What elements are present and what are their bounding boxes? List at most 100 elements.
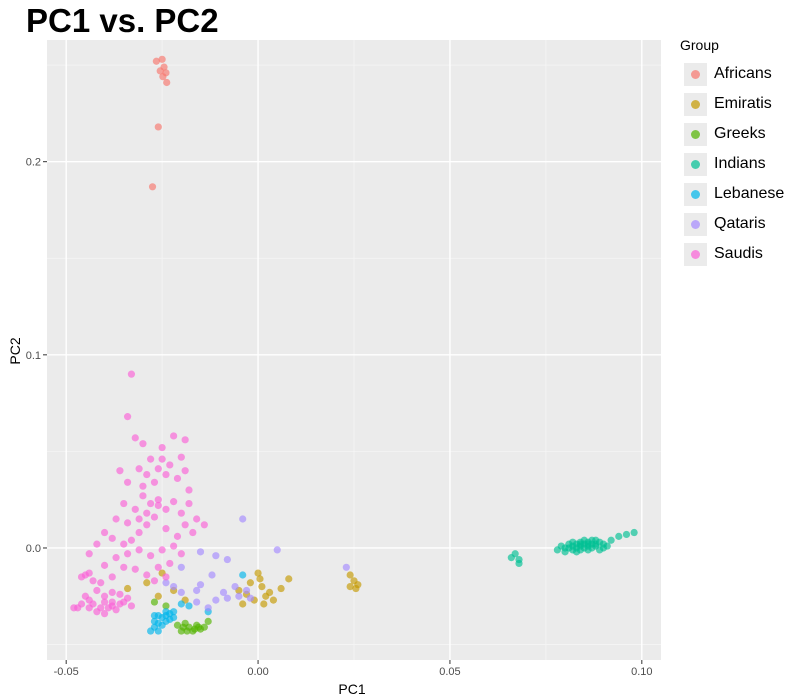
legend-item-indians[interactable]: Indians [680, 149, 784, 179]
point-emiratis [277, 584, 285, 593]
point-saudis [154, 496, 162, 504]
point-saudis [120, 598, 128, 606]
point-saudis [97, 604, 105, 612]
point-saudis [177, 550, 185, 558]
point-lebanese [185, 602, 193, 610]
legend-key [684, 62, 707, 86]
point-saudis [89, 577, 97, 585]
point-saudis [100, 610, 109, 618]
point-qataris [223, 594, 231, 602]
legend-item-africans[interactable]: Africans [680, 59, 784, 89]
y-tick-label: 0.0 [26, 543, 41, 555]
point-saudis [139, 482, 147, 490]
point-saudis [200, 521, 208, 529]
point-saudis [135, 465, 143, 473]
point-qataris [231, 583, 239, 591]
data-points [70, 55, 638, 635]
point-saudis [89, 600, 97, 608]
point-saudis [108, 588, 116, 596]
point-saudis [181, 467, 189, 475]
point-emiratis [285, 575, 293, 583]
point-africans [158, 55, 166, 63]
point-saudis [97, 579, 105, 587]
legend-item-lebanese[interactable]: Lebanese [680, 179, 784, 209]
point-lebanese [162, 608, 170, 616]
legend-item-qataris[interactable]: Qataris [680, 209, 784, 239]
point-saudis [173, 474, 182, 483]
point-qataris [223, 555, 231, 564]
point-saudis [166, 461, 174, 469]
point-saudis [123, 519, 132, 527]
point-saudis [112, 515, 120, 523]
point-saudis [100, 528, 109, 537]
point-saudis [131, 505, 139, 513]
series-lebanese [147, 571, 247, 635]
point-saudis [154, 501, 162, 510]
point-saudis [143, 521, 151, 529]
point-indians [622, 530, 631, 539]
legend-item-saudis[interactable]: Saudis [680, 239, 784, 269]
legend-key [684, 152, 707, 176]
point-saudis [116, 590, 124, 598]
y-tick-label: 0.1 [26, 350, 41, 362]
point-emiratis [346, 571, 354, 579]
x-tick-label: 0.00 [247, 666, 268, 678]
point-saudis [189, 528, 197, 537]
point-saudis [185, 486, 193, 494]
point-indians [599, 544, 608, 552]
point-africans [154, 123, 162, 131]
point-lebanese [177, 600, 185, 608]
legend-label: Lebanese [714, 185, 785, 202]
point-emiratis [346, 583, 354, 591]
point-saudis [135, 546, 143, 554]
point-saudis [143, 509, 151, 517]
point-saudis [193, 515, 201, 523]
point-saudis [147, 499, 155, 508]
point-lebanese [147, 627, 155, 635]
legend-key [684, 92, 707, 116]
point-saudis [108, 534, 116, 542]
point-emiratis [254, 569, 262, 577]
point-saudis [181, 436, 189, 444]
y-tick-label: 0.2 [26, 157, 41, 169]
point-qataris [219, 588, 228, 596]
point-emiratis [123, 584, 132, 593]
point-greeks [150, 598, 159, 606]
point-saudis [135, 528, 143, 537]
point-saudis [81, 571, 89, 579]
series-africans [148, 55, 171, 191]
point-saudis [166, 559, 174, 568]
point-saudis [127, 536, 136, 544]
point-africans [163, 78, 171, 87]
point-saudis [131, 434, 139, 442]
point-emiratis [269, 596, 278, 604]
point-saudis [139, 492, 147, 500]
x-tick-label: 0.10 [631, 666, 652, 678]
point-indians [592, 536, 600, 544]
legend-item-greeks[interactable]: Greeks [680, 119, 784, 149]
point-greeks [173, 621, 182, 629]
legend-label: Qataris [714, 215, 766, 232]
point-saudis [147, 455, 155, 463]
legend: Group Africans Emiratis Greeks Indians Leban… [680, 37, 784, 269]
point-saudis [162, 505, 170, 513]
legend-item-emiratis[interactable]: Emiratis [680, 89, 784, 119]
point-africans [148, 183, 157, 191]
point-qataris [170, 583, 178, 591]
point-qataris [177, 563, 185, 571]
legend-label: Africans [714, 65, 772, 82]
legend-dot-icon [691, 159, 700, 169]
x-tick-label: -0.05 [54, 666, 79, 678]
point-saudis [120, 563, 128, 571]
point-greeks [200, 623, 208, 631]
point-greeks [179, 623, 187, 631]
point-emiratis [352, 584, 360, 593]
point-saudis [158, 443, 166, 452]
point-indians [511, 550, 519, 558]
legend-label: Emiratis [714, 95, 772, 112]
legend-label: Greeks [714, 125, 766, 142]
legend-dot-icon [691, 219, 700, 229]
point-saudis [120, 540, 128, 548]
legend-dot-icon [691, 69, 700, 79]
point-qataris [208, 571, 216, 579]
